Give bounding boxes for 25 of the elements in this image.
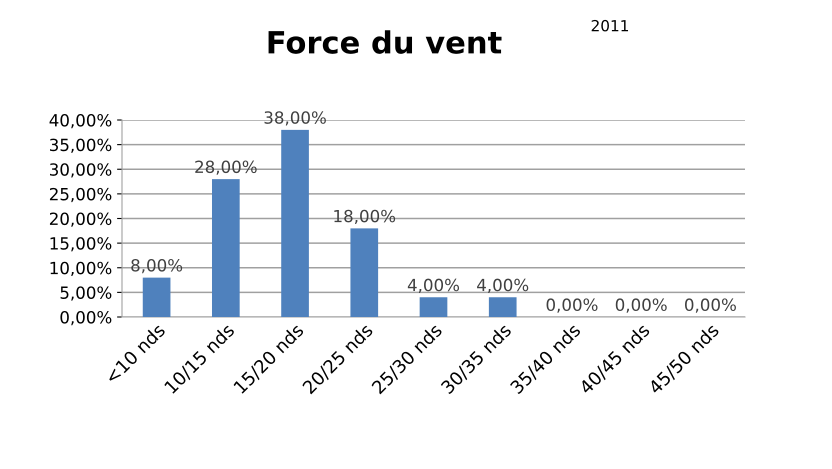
data-label: 0,00% bbox=[685, 298, 736, 313]
bar bbox=[142, 278, 170, 317]
y-tick-label: 10,00% bbox=[50, 262, 112, 276]
y-tick-label: 40,00% bbox=[50, 114, 112, 128]
data-label: 18,00% bbox=[334, 210, 396, 224]
y-tick-label: 35,00% bbox=[50, 138, 112, 153]
text: 2011 bbox=[592, 20, 628, 32]
bar bbox=[350, 228, 378, 317]
data-label: 4,00% bbox=[477, 278, 528, 293]
y-tick-label: 5,00% bbox=[60, 286, 112, 301]
bar bbox=[212, 179, 240, 317]
y-tick-label: 25,00% bbox=[50, 188, 112, 202]
y-tick-label: 30,00% bbox=[50, 163, 112, 178]
bar bbox=[281, 130, 309, 317]
data-label: 0,00% bbox=[616, 298, 667, 313]
data-label: 8,00% bbox=[131, 258, 182, 274]
data-label: 38,00% bbox=[264, 111, 326, 126]
chart-title: Force du vent bbox=[268, 30, 502, 54]
y-tick-label: 20,00% bbox=[50, 212, 112, 227]
data-label: 4,00% bbox=[408, 278, 460, 293]
bar bbox=[420, 297, 448, 317]
data-label: 0,00% bbox=[546, 298, 598, 313]
y-tick-label: 15,00% bbox=[50, 237, 112, 252]
bar bbox=[488, 297, 517, 317]
data-label: 28,00% bbox=[195, 160, 257, 175]
